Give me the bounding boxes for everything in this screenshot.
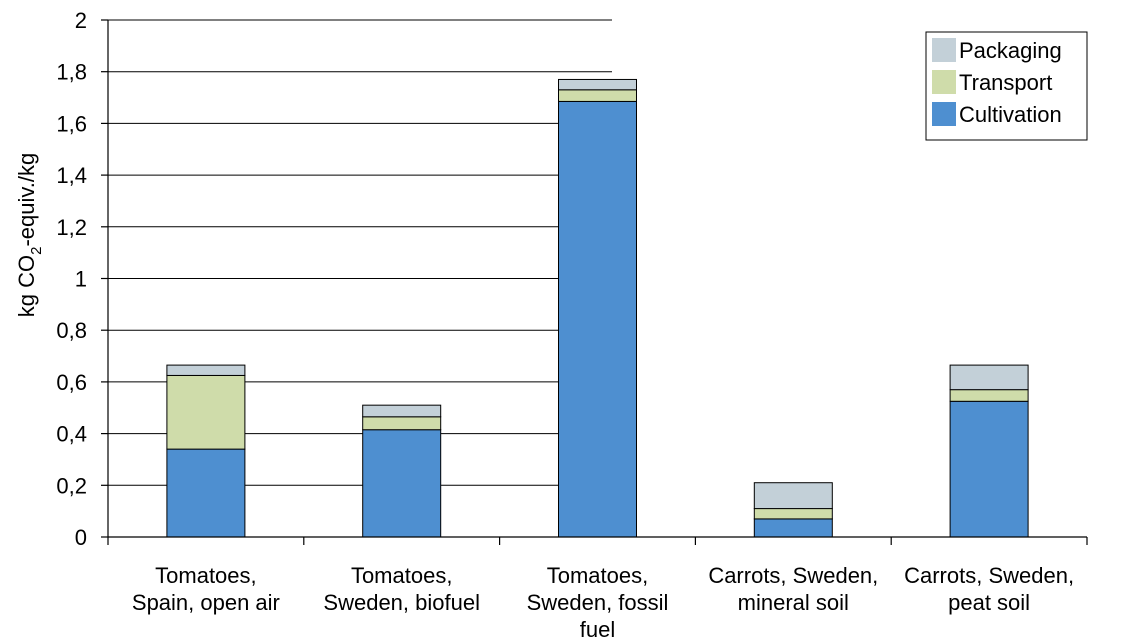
y-tick-labels: 0 0,2 0,4 0,6 0,8 1 1,2 1,4 1,6 1,8 2 xyxy=(56,8,87,550)
category-label-line: Sweden, biofuel xyxy=(323,590,480,615)
bar-segment-transport-1 xyxy=(362,416,442,431)
y-axis-title: kg CO2-equiv./kg xyxy=(14,153,45,317)
category-label-line: Sweden, fossil xyxy=(527,590,669,615)
category-label: Carrots, Sweden, mineral soil xyxy=(708,563,878,615)
y-tick-label: 1,4 xyxy=(56,163,87,188)
bars xyxy=(166,78,1029,538)
bar-segment-packaging-4 xyxy=(949,364,1029,391)
category-label-line: Tomatoes, xyxy=(351,563,453,588)
y-tick-label: 0 xyxy=(75,525,87,550)
category-label-line: mineral soil xyxy=(738,590,849,615)
legend-label-packaging: Packaging xyxy=(959,38,1062,63)
legend-swatch-packaging xyxy=(932,38,956,62)
bar-segment-packaging-2 xyxy=(558,78,637,91)
category-label: Tomatoes, Spain, open air xyxy=(132,563,280,615)
y-tick-label: 1,2 xyxy=(56,215,87,240)
bar-segment-cultivation-0 xyxy=(166,448,246,538)
category-label: Tomatoes, Sweden, biofuel xyxy=(323,563,480,615)
legend-swatch-transport xyxy=(932,70,956,94)
y-tick-label: 1,6 xyxy=(56,111,87,136)
y-tick-label: 0,4 xyxy=(56,422,87,447)
axes xyxy=(101,19,1088,545)
category-label-line: fuel xyxy=(580,617,615,642)
legend-label-transport: Transport xyxy=(959,70,1052,95)
category-label-line: Carrots, Sweden, xyxy=(708,563,878,588)
bar-segment-cultivation-1 xyxy=(362,429,442,538)
legend-label-cultivation: Cultivation xyxy=(959,102,1062,127)
y-tick-label: 2 xyxy=(75,8,87,33)
y-tick-label: 0,8 xyxy=(56,318,87,343)
y-tick-label: 0,6 xyxy=(56,370,87,395)
category-label-line: Tomatoes, xyxy=(155,563,257,588)
category-label-line: peat soil xyxy=(948,590,1030,615)
category-label: Carrots, Sweden, peat soil xyxy=(904,563,1074,615)
legend: Packaging Transport Cultivation xyxy=(925,31,1088,141)
y-tick-label: 1 xyxy=(75,267,87,292)
category-label-line: Spain, open air xyxy=(132,590,280,615)
bar-segment-transport-3 xyxy=(753,508,833,520)
category-label-line: Tomatoes, xyxy=(547,563,649,588)
bar-segment-transport-2 xyxy=(558,89,637,102)
bar-segment-packaging-1 xyxy=(362,404,442,418)
bar-segment-packaging-3 xyxy=(753,482,833,510)
bar-segment-transport-4 xyxy=(949,389,1029,402)
category-label: Tomatoes, Sweden, fossil fuel xyxy=(527,563,669,642)
bar-segment-transport-0 xyxy=(166,374,246,450)
y-tick-label: 0,2 xyxy=(56,473,87,498)
bar-segment-packaging-0 xyxy=(166,364,246,376)
bar-segment-cultivation-4 xyxy=(949,400,1029,538)
bar-segment-cultivation-2 xyxy=(558,100,637,538)
legend-swatch-cultivation xyxy=(932,102,956,126)
y-tick-label: 1,8 xyxy=(56,60,87,85)
bar-segment-cultivation-3 xyxy=(753,518,833,538)
category-label-line: Carrots, Sweden, xyxy=(904,563,1074,588)
